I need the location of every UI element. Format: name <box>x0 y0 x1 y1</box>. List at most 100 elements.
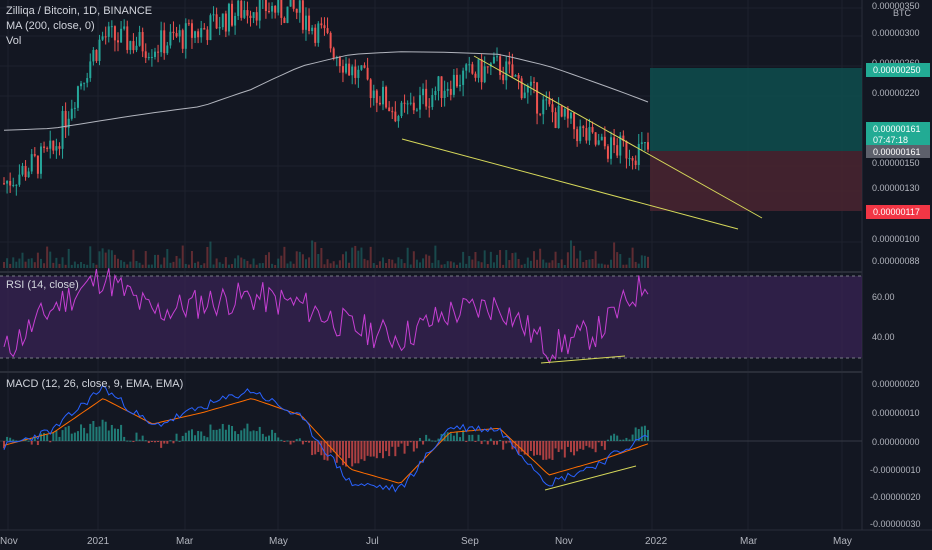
ma-legend[interactable]: MA (200, close, 0) <box>6 20 95 32</box>
candle-body <box>172 31 175 34</box>
candle-body <box>603 136 606 147</box>
macd-histogram-bar <box>332 441 335 452</box>
volume-bar <box>409 264 412 268</box>
macd-divergence-line[interactable] <box>544 465 637 491</box>
macd-histogram-bar <box>147 441 150 444</box>
time-tick-label: Jul <box>366 536 379 547</box>
volume-bar <box>61 257 64 268</box>
candle-body <box>409 102 412 104</box>
candle-body <box>267 11 270 13</box>
macd-histogram-bar <box>468 434 471 441</box>
macd-histogram-bar <box>517 441 520 455</box>
candle-body <box>27 171 30 178</box>
candle-body <box>36 155 39 174</box>
volume-bar <box>153 254 156 268</box>
candle-body <box>459 84 462 87</box>
volume-bar <box>502 264 505 268</box>
candle-body <box>237 0 240 16</box>
candle-body <box>107 26 110 37</box>
volume-bar <box>163 257 166 268</box>
candle-body <box>369 79 372 99</box>
macd-histogram-bar <box>123 436 126 441</box>
candle-body <box>123 26 126 29</box>
candle-body <box>415 109 418 111</box>
candle-body <box>135 45 138 51</box>
volume-bar <box>104 252 107 268</box>
target-zone[interactable] <box>650 68 862 151</box>
macd-histogram-bar <box>523 441 526 455</box>
candle-body <box>95 49 98 61</box>
candle-body <box>283 17 286 23</box>
candle-body <box>206 29 209 41</box>
volume-bar <box>89 246 92 268</box>
macd-tick-label: -0.00000010 <box>870 465 921 475</box>
macd-histogram-bar <box>366 441 369 456</box>
macd-histogram-bar <box>135 432 138 441</box>
candle-body <box>548 99 551 105</box>
volume-bar <box>209 241 212 268</box>
volume-bar <box>178 258 181 268</box>
macd-histogram-bar <box>532 441 535 456</box>
macd-histogram-bar <box>240 430 243 441</box>
volume-bar <box>9 263 12 268</box>
candle-body <box>585 128 588 141</box>
volume-bar <box>375 264 378 268</box>
candle-body <box>647 142 649 150</box>
rsi-divergence-line[interactable] <box>540 355 626 364</box>
macd-histogram-bar <box>261 433 264 441</box>
candle-body <box>126 26 129 50</box>
macd-histogram-bar <box>459 437 462 441</box>
macd-histogram-bar <box>283 441 286 442</box>
wedge-lower-trendline[interactable] <box>401 138 739 230</box>
rsi-band <box>0 276 862 358</box>
macd-histogram-bar <box>92 420 95 441</box>
target-price-tag <box>866 63 930 77</box>
macd-histogram-bar <box>172 441 175 444</box>
rsi-legend[interactable]: RSI (14, close) <box>6 279 79 291</box>
stop-zone[interactable] <box>650 151 862 211</box>
volume-bar <box>566 252 569 268</box>
macd-histogram-bar <box>292 441 295 443</box>
candle-body <box>446 88 449 91</box>
candle-body <box>289 0 292 7</box>
macd-histogram-bar <box>301 441 304 445</box>
candle-body <box>428 106 431 108</box>
candle-body <box>39 146 42 174</box>
volume-legend[interactable]: Vol <box>6 35 22 47</box>
volume-bar <box>280 255 283 268</box>
wedge-upper-trendline[interactable] <box>473 55 763 219</box>
symbol-title[interactable]: Zilliqa / Bitcoin, 1D, BINANCE <box>6 5 153 17</box>
volume-bar <box>298 251 301 268</box>
candle-body <box>209 15 212 41</box>
candle-body <box>597 140 600 145</box>
candle-body <box>594 132 597 145</box>
volume-bar <box>643 255 646 268</box>
macd-histogram-bar <box>628 439 631 441</box>
candle-body <box>536 82 539 114</box>
macd-histogram-bar <box>308 441 311 443</box>
macd-histogram-bar <box>348 441 351 459</box>
macd-legend[interactable]: MACD (12, 26, close, 9, EMA, EMA) <box>6 378 184 390</box>
candle-body <box>508 61 511 65</box>
time-axis[interactable]: Nov 2021 Mar May Jul Sep Nov 2022 Mar Ma… <box>0 536 852 547</box>
volume-bar <box>394 263 397 268</box>
macd-histogram-bar <box>194 435 197 441</box>
macd-histogram-bar <box>67 425 70 441</box>
macd-histogram-bar <box>203 435 206 441</box>
volume-bar <box>514 252 517 268</box>
volume-bar <box>246 260 249 268</box>
candle-body <box>298 0 301 13</box>
candle-body <box>443 90 446 99</box>
candle-body <box>619 135 622 156</box>
macd-histogram-bar <box>385 441 388 452</box>
macd-histogram-bar <box>83 427 86 441</box>
candle-body <box>542 99 545 115</box>
volume-bar <box>369 246 372 268</box>
candle-body <box>465 64 468 71</box>
macd-histogram-bar <box>431 440 434 442</box>
macd-histogram-bar <box>480 441 483 445</box>
macd-histogram-bar <box>326 441 329 461</box>
macd-histogram-bar <box>64 427 67 441</box>
macd-histogram-bar <box>73 432 76 441</box>
